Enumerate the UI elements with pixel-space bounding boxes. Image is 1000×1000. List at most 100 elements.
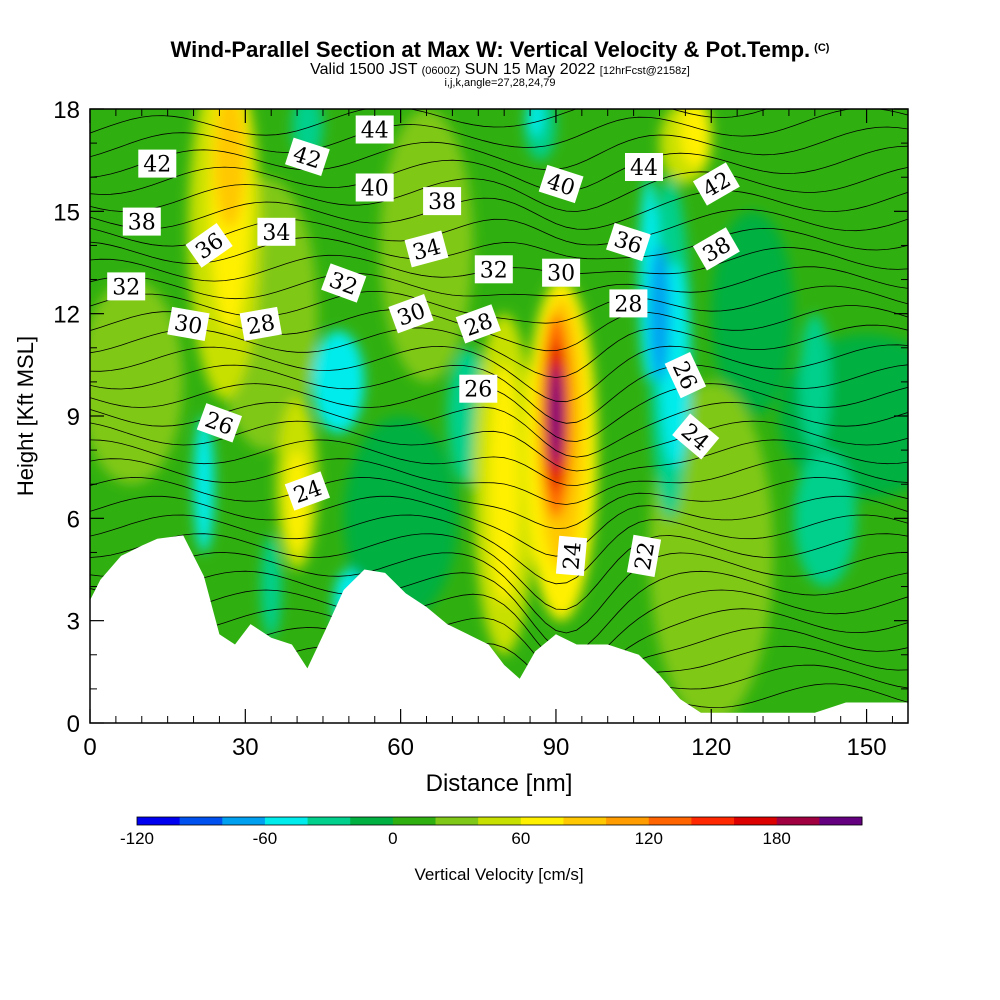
colorbar-swatch xyxy=(350,817,394,825)
svg-text:30: 30 xyxy=(547,262,575,287)
velocity-cell-1 xyxy=(711,211,795,416)
colorbar-swatch xyxy=(435,817,479,825)
x-tick-label: 120 xyxy=(691,734,731,761)
velocity-cell-31 xyxy=(260,535,282,638)
y-tick-label: 3 xyxy=(67,609,80,636)
colorbar-swatch xyxy=(734,817,778,825)
velocity-cell-30 xyxy=(549,364,563,468)
x-tick-label: 150 xyxy=(847,734,887,761)
colorbar-swatch xyxy=(392,817,437,825)
theta-contour-line xyxy=(90,533,908,610)
theta-label: 44 xyxy=(355,115,394,144)
theta-contour-line xyxy=(90,514,908,585)
velocity-cell-33 xyxy=(799,313,831,451)
theta-contour-line xyxy=(90,570,908,653)
theta-label: 32 xyxy=(474,255,513,284)
velocity-cell-3 xyxy=(90,279,184,485)
colorbar-swatch xyxy=(776,817,820,825)
theta-contour-line xyxy=(90,305,908,352)
theta-label: 40 xyxy=(355,173,394,202)
x-tick-label: 0 xyxy=(83,734,96,761)
theta-label: 38 xyxy=(122,207,161,236)
colorbar-swatch xyxy=(563,817,607,825)
theta-label: 24 xyxy=(555,535,588,577)
svg-text:28: 28 xyxy=(614,292,642,317)
colorbar-swatch xyxy=(179,817,223,825)
x-tick-label: 30 xyxy=(232,734,259,761)
theta-label: 30 xyxy=(542,258,581,287)
colorbar-swatch xyxy=(307,817,351,825)
theta-contour-line xyxy=(90,344,908,403)
velocity-cell-2 xyxy=(343,415,458,621)
colorbar-swatch xyxy=(648,817,692,825)
theta-label: 42 xyxy=(285,137,330,176)
y-tick-label: 9 xyxy=(67,404,80,431)
svg-text:38: 38 xyxy=(128,211,156,236)
colorbar-swatch xyxy=(478,817,522,825)
theta-label: 32 xyxy=(107,272,146,301)
chart-title: Wind-Parallel Section at Max W: Vertical… xyxy=(170,37,830,62)
theta-contour-line xyxy=(90,458,908,505)
colorbar-swatch xyxy=(819,817,863,825)
svg-text:44: 44 xyxy=(630,156,658,181)
svg-text:42: 42 xyxy=(143,153,171,178)
theta-contour-line xyxy=(90,190,908,230)
theta-contour-line xyxy=(90,552,908,634)
colorbar-swatch xyxy=(606,817,650,825)
colorbar: -120 -60 0 60 120 180 xyxy=(120,816,863,848)
theta-contour-line xyxy=(90,477,908,530)
valid-time: Valid 1500 JST (0600Z) SUN 15 May 2022 [… xyxy=(310,61,690,78)
theta-label: 26 xyxy=(459,374,498,403)
svg-text:34: 34 xyxy=(262,221,290,246)
colorbar-tick-label: 0 xyxy=(388,829,397,848)
theta-contour-line xyxy=(90,324,908,378)
svg-text:44: 44 xyxy=(361,119,389,144)
theta-label: 38 xyxy=(423,187,462,216)
theta-contour-line xyxy=(90,439,908,486)
theta-contour-line xyxy=(90,227,908,264)
colorbar-swatch xyxy=(520,817,564,825)
svg-text:38: 38 xyxy=(428,190,456,215)
theta-contour-line xyxy=(90,109,908,158)
svg-text:30: 30 xyxy=(172,311,204,340)
theta-contour-line xyxy=(90,145,908,195)
svg-text:28: 28 xyxy=(245,311,277,340)
colorbar-swatch xyxy=(137,817,181,825)
svg-text:32: 32 xyxy=(480,258,508,283)
svg-text:22: 22 xyxy=(631,540,660,572)
theta-contour-line xyxy=(90,608,908,684)
theta-label: 28 xyxy=(609,289,648,318)
svg-text:32: 32 xyxy=(112,275,140,300)
x-tick-label: 90 xyxy=(543,734,570,761)
colorbar-tick-label: 180 xyxy=(763,829,791,848)
theta-label: 28 xyxy=(239,306,282,341)
svg-text:26: 26 xyxy=(464,378,492,403)
colorbar-swatch xyxy=(691,817,735,825)
theta-contour-line xyxy=(90,285,908,324)
grid-indices: i,j,k,angle=27,28,24,79 xyxy=(444,77,556,89)
axes: 0 30 60 90 120 150 0 3 6 9 12 15 18 xyxy=(53,97,908,761)
x-axis-label: Distance [nm] xyxy=(426,770,573,797)
velocity-cell-12 xyxy=(193,416,215,553)
x-tick-label: 60 xyxy=(387,734,414,761)
svg-text:40: 40 xyxy=(361,177,389,202)
colorbar-tick-label: -120 xyxy=(120,829,154,848)
velocity-cell-34 xyxy=(794,450,857,587)
theta-label: 34 xyxy=(257,217,296,246)
y-tick-label: 18 xyxy=(53,97,80,124)
theta-contour-line xyxy=(90,167,908,212)
colorbar-swatch xyxy=(264,817,309,825)
theta-label: 42 xyxy=(138,149,177,178)
theta-label: 22 xyxy=(626,534,662,578)
theta-contour-line xyxy=(90,109,768,136)
y-tick-label: 15 xyxy=(53,199,80,226)
theta-contour-line xyxy=(90,495,908,557)
theta-contour-line xyxy=(90,266,908,300)
y-axis-label: Height [Kft MSL] xyxy=(13,336,38,496)
y-tick-label: 0 xyxy=(67,711,80,738)
theta-label: 26 xyxy=(196,403,243,443)
colorbar-tick-label: 60 xyxy=(511,829,530,848)
theta-label: 24 xyxy=(284,471,331,511)
theta-contour-line xyxy=(90,589,908,669)
